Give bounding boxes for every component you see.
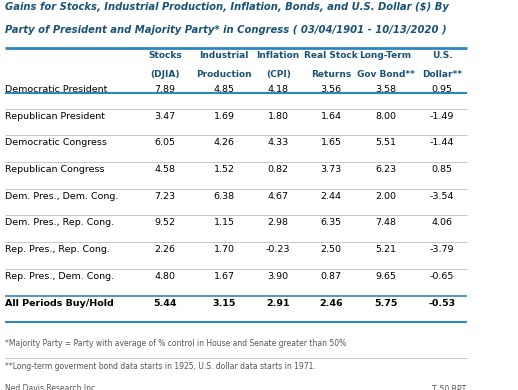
Text: 4.26: 4.26 xyxy=(213,138,235,147)
Text: -0.65: -0.65 xyxy=(430,272,454,281)
Text: 0.95: 0.95 xyxy=(431,85,453,94)
Text: 2.44: 2.44 xyxy=(321,192,342,201)
Text: 2.50: 2.50 xyxy=(321,245,342,254)
Text: 3.73: 3.73 xyxy=(321,165,342,174)
Text: 3.47: 3.47 xyxy=(154,112,176,121)
Text: 4.67: 4.67 xyxy=(268,192,289,201)
Text: 1.67: 1.67 xyxy=(213,272,235,281)
Text: Industrial: Industrial xyxy=(199,51,249,60)
Text: -1.44: -1.44 xyxy=(430,138,454,147)
Text: 2.26: 2.26 xyxy=(154,245,176,254)
Text: -0.53: -0.53 xyxy=(428,299,456,308)
Text: 4.33: 4.33 xyxy=(268,138,289,147)
Text: Gains for Stocks, Industrial Production, Inflation, Bonds, and U.S. Dollar ($) B: Gains for Stocks, Industrial Production,… xyxy=(5,2,449,12)
Text: Republican President: Republican President xyxy=(5,112,105,121)
Text: Gov Bond**: Gov Bond** xyxy=(356,70,414,79)
Text: Ned Davis Research Inc.: Ned Davis Research Inc. xyxy=(5,384,97,390)
Text: 6.05: 6.05 xyxy=(154,138,176,147)
Text: -0.23: -0.23 xyxy=(266,245,291,254)
Text: 9.65: 9.65 xyxy=(375,272,396,281)
Text: 2.00: 2.00 xyxy=(375,192,396,201)
Text: 1.52: 1.52 xyxy=(213,165,235,174)
Text: 0.87: 0.87 xyxy=(321,272,342,281)
Text: Real Stock: Real Stock xyxy=(305,51,358,60)
Text: 2.46: 2.46 xyxy=(320,299,343,308)
Text: 4.80: 4.80 xyxy=(154,272,176,281)
Text: All Periods Buy/Hold: All Periods Buy/Hold xyxy=(5,299,113,308)
Text: Long-Term: Long-Term xyxy=(359,51,412,60)
Text: -3.54: -3.54 xyxy=(430,192,454,201)
Text: 1.65: 1.65 xyxy=(321,138,342,147)
Text: 4.85: 4.85 xyxy=(213,85,235,94)
Text: Republican Congress: Republican Congress xyxy=(5,165,104,174)
Text: 9.52: 9.52 xyxy=(154,218,176,227)
Text: Rep. Pres., Rep. Cong.: Rep. Pres., Rep. Cong. xyxy=(5,245,110,254)
Text: Dem. Pres., Dem. Cong.: Dem. Pres., Dem. Cong. xyxy=(5,192,118,201)
Text: 5.75: 5.75 xyxy=(374,299,397,308)
Text: 1.80: 1.80 xyxy=(268,112,289,121)
Text: 3.58: 3.58 xyxy=(375,85,396,94)
Text: 5.21: 5.21 xyxy=(375,245,396,254)
Text: 5.51: 5.51 xyxy=(375,138,396,147)
Text: Stocks: Stocks xyxy=(148,51,182,60)
Text: 3.15: 3.15 xyxy=(212,299,236,308)
Text: 6.38: 6.38 xyxy=(213,192,235,201)
Text: 8.00: 8.00 xyxy=(375,112,396,121)
Text: 7.23: 7.23 xyxy=(154,192,176,201)
Text: Dollar**: Dollar** xyxy=(422,70,462,79)
Text: Democratic President: Democratic President xyxy=(5,85,107,94)
Text: **Long-term goverment bond data starts in 1925, U.S. dollar data starts in 1971.: **Long-term goverment bond data starts i… xyxy=(5,362,315,370)
Text: 1.69: 1.69 xyxy=(213,112,235,121)
Text: 4.58: 4.58 xyxy=(154,165,176,174)
Text: Production: Production xyxy=(196,70,252,79)
Text: 1.64: 1.64 xyxy=(321,112,342,121)
Text: Returns: Returns xyxy=(311,70,351,79)
Text: Party of President and Majority Party* in Congress ( 03/04/1901 - 10/13/2020 ): Party of President and Majority Party* i… xyxy=(5,25,447,35)
Text: -1.49: -1.49 xyxy=(430,112,454,121)
Text: 3.56: 3.56 xyxy=(321,85,342,94)
Text: Dem. Pres., Rep. Cong.: Dem. Pres., Rep. Cong. xyxy=(5,218,114,227)
Text: 0.82: 0.82 xyxy=(268,165,289,174)
Text: 2.91: 2.91 xyxy=(266,299,290,308)
Text: 7.89: 7.89 xyxy=(154,85,176,94)
Text: (DJIA): (DJIA) xyxy=(150,70,180,79)
Text: 4.18: 4.18 xyxy=(268,85,289,94)
Text: Democratic Congress: Democratic Congress xyxy=(5,138,107,147)
Text: (CPI): (CPI) xyxy=(266,70,291,79)
Text: 1.70: 1.70 xyxy=(213,245,235,254)
Text: 7.48: 7.48 xyxy=(375,218,396,227)
Text: 4.06: 4.06 xyxy=(431,218,453,227)
Text: 1.15: 1.15 xyxy=(213,218,235,227)
Text: Inflation: Inflation xyxy=(256,51,300,60)
Text: 6.35: 6.35 xyxy=(321,218,342,227)
Text: 5.44: 5.44 xyxy=(153,299,177,308)
Text: -3.79: -3.79 xyxy=(430,245,454,254)
Text: *Majority Party = Party with average of % control in House and Senate greater th: *Majority Party = Party with average of … xyxy=(5,339,346,348)
Text: Rep. Pres., Dem. Cong.: Rep. Pres., Dem. Cong. xyxy=(5,272,114,281)
Text: 0.85: 0.85 xyxy=(431,165,453,174)
Text: T_50.RPT: T_50.RPT xyxy=(431,384,467,390)
Text: 2.98: 2.98 xyxy=(268,218,289,227)
Text: 6.23: 6.23 xyxy=(375,165,396,174)
Text: U.S.: U.S. xyxy=(432,51,452,60)
Text: 3.90: 3.90 xyxy=(268,272,289,281)
